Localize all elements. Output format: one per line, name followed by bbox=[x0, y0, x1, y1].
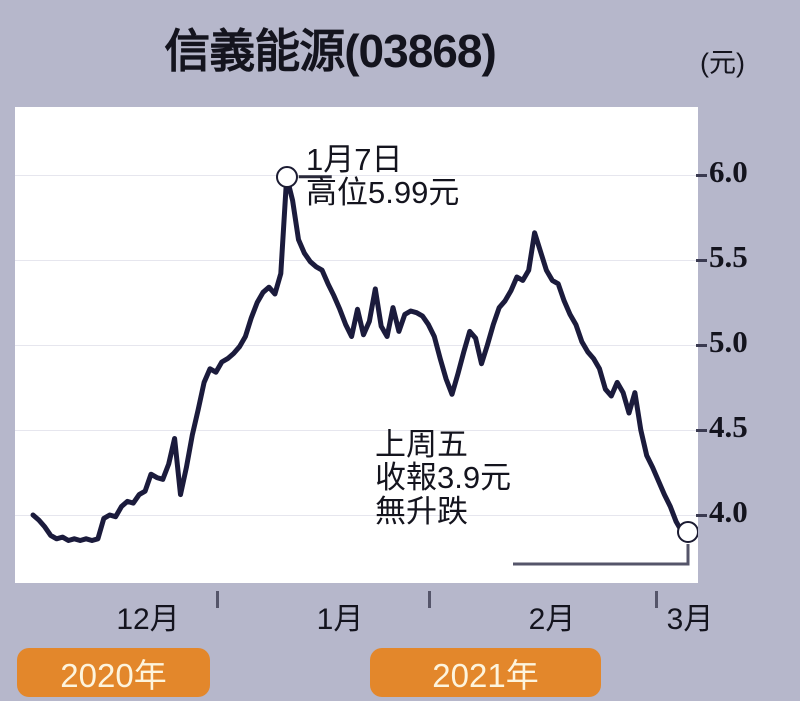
page-title: 信義能源(03868) bbox=[164, 25, 497, 77]
y-axis-tick-mark bbox=[696, 429, 707, 432]
y-axis-tick-label: 4.0 bbox=[709, 494, 748, 529]
x-axis-tick-label: 1月 bbox=[316, 603, 364, 636]
y-axis-tick-mark bbox=[696, 344, 707, 347]
peak-marker bbox=[275, 165, 298, 188]
y-axis-tick-mark bbox=[696, 514, 707, 517]
x-axis-tick-mark bbox=[216, 591, 219, 608]
x-axis-tick-mark bbox=[428, 591, 431, 608]
last-annotation: 上周五 收報3.9元 無升跌 bbox=[375, 427, 512, 529]
x-axis-tick-mark bbox=[655, 591, 658, 608]
peak-annotation-value: 高位5.99元 bbox=[306, 175, 460, 211]
x-axis-tick-label: 2月 bbox=[528, 603, 576, 636]
gridline bbox=[15, 175, 698, 176]
last-value-marker bbox=[677, 521, 698, 543]
last-annotation-change: 無升跌 bbox=[375, 493, 468, 529]
y-axis-tick-mark bbox=[696, 259, 707, 262]
last-annotation-day: 上周五 bbox=[375, 427, 468, 462]
unit-label: (元) bbox=[700, 48, 745, 78]
x-axis-tick-label: 12月 bbox=[116, 603, 180, 636]
year-badge: 2021年 bbox=[370, 648, 601, 697]
y-axis-tick-label: 5.0 bbox=[709, 324, 748, 359]
peak-annotation: 1月7日 高位5.99元 bbox=[306, 143, 459, 210]
y-axis-tick-label: 4.5 bbox=[709, 409, 748, 444]
series-line bbox=[30, 174, 691, 566]
y-axis-tick-label: 6.0 bbox=[709, 154, 748, 189]
gridline bbox=[15, 515, 698, 516]
y-axis-tick-mark bbox=[696, 174, 707, 177]
last-annotation-close: 收報3.9元 bbox=[375, 460, 512, 496]
last-leader-line bbox=[513, 544, 690, 566]
gridline bbox=[15, 430, 698, 431]
y-axis-tick-label: 5.5 bbox=[709, 239, 748, 274]
x-axis-tick-label: 3月 bbox=[666, 603, 714, 636]
peak-annotation-date: 1月7日 bbox=[306, 142, 403, 177]
plot-area bbox=[15, 107, 698, 583]
gridline bbox=[15, 345, 698, 346]
year-badge: 2020年 bbox=[17, 648, 210, 697]
gridline bbox=[15, 260, 698, 261]
